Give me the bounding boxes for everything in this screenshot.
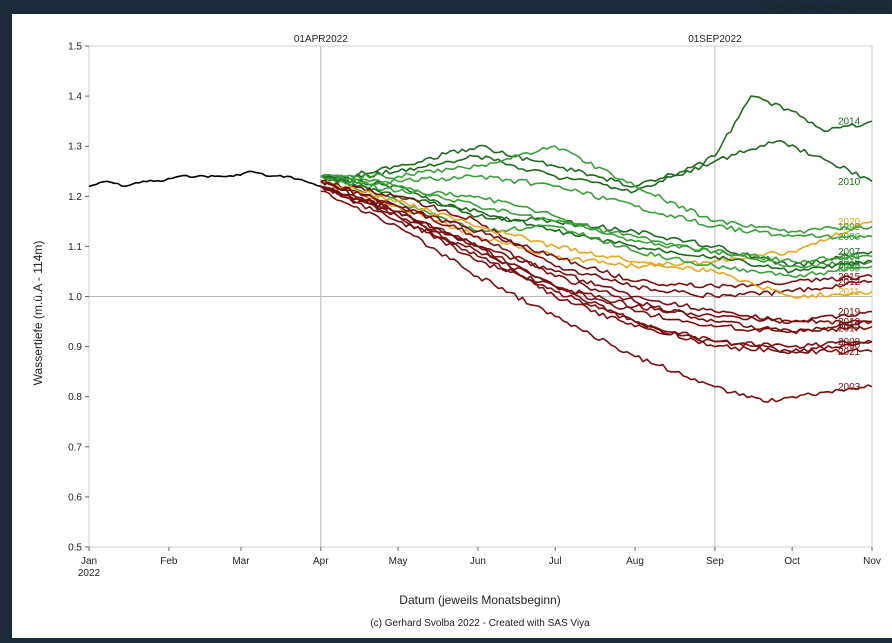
series-line-2014 [320, 95, 873, 188]
series-label-2019: 2019 [838, 307, 861, 318]
series-label-2012: 2012 [838, 277, 861, 288]
credit-footnote: (c) Gerhard Svolba 2022 - Created with S… [370, 618, 590, 629]
series-line-2015 [320, 180, 873, 289]
series-line-2017 [320, 185, 873, 333]
y-tick-label: 0.9 [68, 342, 82, 353]
series-label-2005: 2005 [838, 260, 861, 271]
series-label-2008: 2008 [838, 337, 861, 348]
series-label-2011: 2011 [838, 287, 860, 298]
series-label-2003: 2003 [838, 382, 861, 393]
x-tick-label: Apr [313, 556, 329, 567]
series-label-2000: 2000 [838, 340, 861, 351]
y-tick-label: 1.4 [68, 92, 82, 103]
series-label-2007: 2007 [838, 247, 861, 258]
x-tick-label: Mar [232, 556, 250, 567]
series-label-2013: 2013 [838, 320, 861, 331]
series-label-2014: 2014 [838, 117, 861, 128]
y-tick-label: 0.7 [68, 442, 82, 453]
series-line-2004 [320, 173, 873, 264]
timestamp: 10:43 Sunday, March 26, 2023 [765, 1, 888, 11]
series-label-2018: 2018 [838, 317, 861, 328]
series-label-2010: 2010 [838, 177, 861, 188]
x-tick-label: May [389, 556, 408, 567]
y-axis-title: Wassertiefe (m.ü.A - 114m) [31, 241, 45, 386]
series-label-2020: 2020 [838, 217, 861, 228]
series-label-2017: 2017 [838, 323, 861, 334]
y-tick-label: 1.3 [68, 142, 82, 153]
x-tick-label: Sep [706, 556, 724, 567]
y-tick-label: 0.8 [68, 392, 82, 403]
series-label-2021: 2021 [838, 347, 861, 358]
series-line-2009 [320, 175, 873, 279]
series-layer [88, 95, 873, 403]
series-line-2021 [320, 185, 873, 355]
series-label-1999: 1999 [838, 222, 861, 233]
series-line-2011 [320, 180, 873, 299]
series-line-2022 [88, 170, 321, 188]
series-line-2013 [320, 179, 873, 335]
series-label-2009: 2009 [838, 263, 861, 274]
series-label-2004: 2004 [838, 252, 861, 263]
y-tick-label: 1.0 [68, 292, 82, 303]
x-tick-label: Oct [784, 556, 800, 567]
reference-line-label: 01SEP2022 [688, 34, 742, 45]
reference-line-label: 01APR2022 [294, 34, 348, 45]
y-tick-label: 1.5 [68, 42, 82, 53]
series-label-2016: 2016 [838, 257, 861, 268]
x-tick-label: Nov [863, 556, 881, 567]
series-label-2015: 2015 [838, 272, 861, 283]
x-tick-label: Aug [626, 556, 644, 567]
y-tick-label: 0.6 [68, 492, 82, 503]
x-tick-label: Feb [160, 556, 178, 567]
series-line-2010 [320, 139, 873, 194]
series-line-2008 [320, 185, 873, 349]
x-tick-label: Jun [470, 556, 486, 567]
y-tick-label: 1.1 [68, 242, 82, 253]
x-tick-label: Jan [81, 556, 97, 567]
y-tick-label: 0.5 [68, 543, 82, 554]
x-axis-title: Datum (jeweils Monatsbeginn) [399, 593, 560, 607]
x-tick-label: Jul [549, 556, 562, 567]
series-line-1999 [320, 145, 873, 234]
series-line-2006 [320, 173, 873, 240]
series-line-2003 [320, 190, 873, 403]
axes-layer: 01APR2022 01SEP2022 0.5 0.6 0.7 0.8 0.9 1.0 1.1 1… [68, 34, 881, 579]
chart-frame: 01APR2022 01SEP2022 0.5 0.6 0.7 0.8 0.9 1.0 1.1 1… [12, 14, 892, 638]
series-label-2006: 2006 [838, 232, 861, 243]
series-line-2016 [320, 175, 873, 269]
y-tick-label: 1.2 [68, 192, 82, 203]
x-tick-sublabel: 2022 [78, 568, 101, 579]
water-depth-chart: 01APR2022 01SEP2022 0.5 0.6 0.7 0.8 0.9 1.0 1.1 1… [31, 34, 881, 629]
